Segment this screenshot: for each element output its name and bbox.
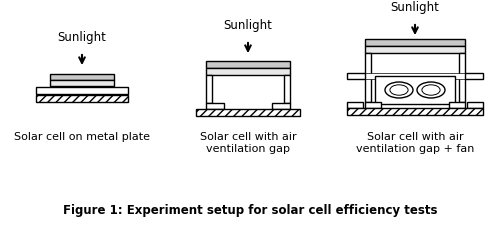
Text: Sunlight: Sunlight [390, 1, 440, 14]
Bar [36, 95, 128, 102]
Bar [465, 73, 483, 79]
Bar [206, 68, 290, 75]
Bar [196, 109, 300, 116]
Bar [449, 102, 465, 108]
Bar [206, 75, 212, 103]
Ellipse shape [417, 82, 445, 98]
Bar [467, 102, 483, 108]
Text: Sunlight: Sunlight [58, 31, 106, 44]
Bar [365, 53, 371, 102]
Bar [50, 80, 114, 86]
Ellipse shape [385, 82, 413, 98]
Bar [365, 39, 465, 46]
Bar [36, 87, 128, 94]
Text: Solar cell on metal plate: Solar cell on metal plate [14, 132, 150, 142]
Bar [347, 102, 363, 108]
Ellipse shape [422, 85, 440, 95]
Text: Solar cell with air
ventilation gap + fan: Solar cell with air ventilation gap + fa… [356, 132, 474, 154]
Bar [284, 75, 290, 103]
Bar [375, 76, 455, 104]
Text: Figure 1: Experiment setup for solar cell efficiency tests: Figure 1: Experiment setup for solar cel… [63, 204, 437, 217]
Bar [206, 103, 224, 109]
Bar [459, 53, 465, 102]
Text: Sunlight: Sunlight [224, 19, 272, 32]
Bar [50, 74, 114, 80]
Ellipse shape [390, 85, 408, 95]
Bar [347, 73, 365, 79]
Bar [365, 46, 465, 53]
Bar [365, 73, 465, 79]
Bar [206, 61, 290, 68]
Bar [347, 108, 483, 115]
Text: Solar cell with air
ventilation gap: Solar cell with air ventilation gap [200, 132, 296, 154]
Bar [365, 102, 381, 108]
Bar [272, 103, 290, 109]
